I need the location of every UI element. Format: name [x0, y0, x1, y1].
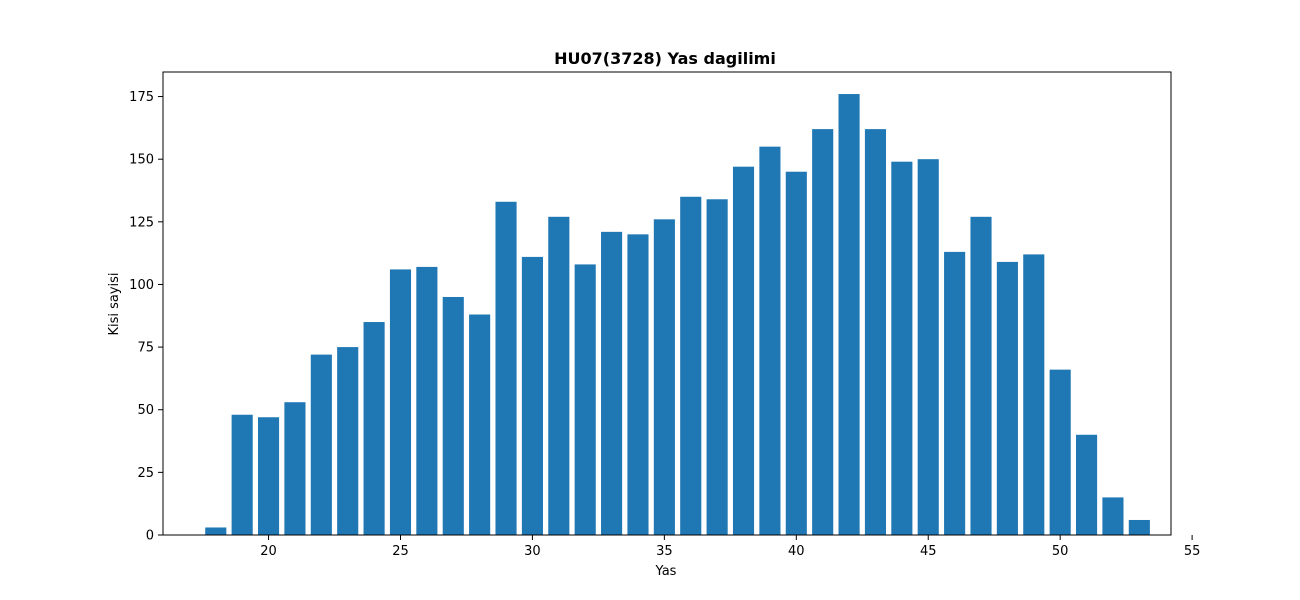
- y-tick-label: 75: [137, 341, 154, 356]
- y-tick-label: 50: [137, 403, 154, 418]
- bar: [205, 527, 227, 535]
- y-axis-ticks: 0 25 50 75 100 125 150 175: [129, 90, 163, 544]
- bar: [970, 216, 992, 535]
- plot-frame: [162, 71, 1172, 536]
- bar: [812, 129, 834, 535]
- bar: [653, 219, 675, 535]
- y-tick-label: 100: [129, 278, 154, 293]
- bar: [732, 166, 755, 535]
- bar: [231, 414, 253, 535]
- y-tick-label: 175: [129, 90, 154, 105]
- bar: [1049, 369, 1071, 535]
- bars-group: [205, 94, 1150, 536]
- y-axis-label: Kisi sayisi: [107, 272, 122, 335]
- bar: [1023, 254, 1045, 535]
- bar: [759, 146, 781, 535]
- bar: [574, 264, 596, 535]
- x-tick-label: 35: [656, 544, 673, 559]
- y-tick-label: 150: [129, 153, 154, 168]
- x-tick-label: 40: [788, 544, 805, 559]
- bar: [1102, 497, 1124, 535]
- bar: [337, 347, 359, 535]
- bar: [521, 256, 543, 535]
- x-axis-label: Yas: [655, 564, 677, 579]
- x-tick-label: 25: [392, 544, 409, 559]
- bar: [1128, 519, 1150, 535]
- bar: [257, 417, 280, 535]
- bar: [680, 196, 702, 535]
- bar: [944, 251, 966, 535]
- bar: [495, 201, 517, 535]
- x-tick-label: 30: [524, 544, 541, 559]
- bar: [891, 161, 913, 535]
- bar: [864, 129, 887, 535]
- bar: [284, 402, 306, 535]
- bar: [416, 266, 438, 535]
- bar: [706, 199, 728, 535]
- chart-title: HU07(3728) Yas dagilimi: [554, 49, 776, 68]
- x-tick-label: 20: [260, 544, 277, 559]
- bar: [389, 269, 412, 535]
- bar: [469, 314, 491, 535]
- x-tick-label: 55: [1184, 544, 1201, 559]
- bar: [838, 94, 860, 536]
- bar: [548, 216, 570, 535]
- x-axis-ticks: 20 25 30 35 40 45 50 55: [260, 535, 1200, 559]
- x-tick-label: 45: [920, 544, 937, 559]
- bar: [917, 159, 939, 535]
- bar: [310, 354, 332, 535]
- x-tick-label: 50: [1052, 544, 1069, 559]
- bar: [442, 296, 464, 535]
- bar: [627, 234, 649, 535]
- bar: [1076, 434, 1098, 535]
- bar: [996, 261, 1018, 535]
- y-tick-label: 125: [129, 215, 154, 230]
- bar: [785, 171, 807, 535]
- bar: [363, 322, 385, 535]
- y-tick-label: 0: [146, 529, 154, 544]
- y-tick-label: 25: [137, 466, 154, 481]
- bar: [601, 231, 623, 535]
